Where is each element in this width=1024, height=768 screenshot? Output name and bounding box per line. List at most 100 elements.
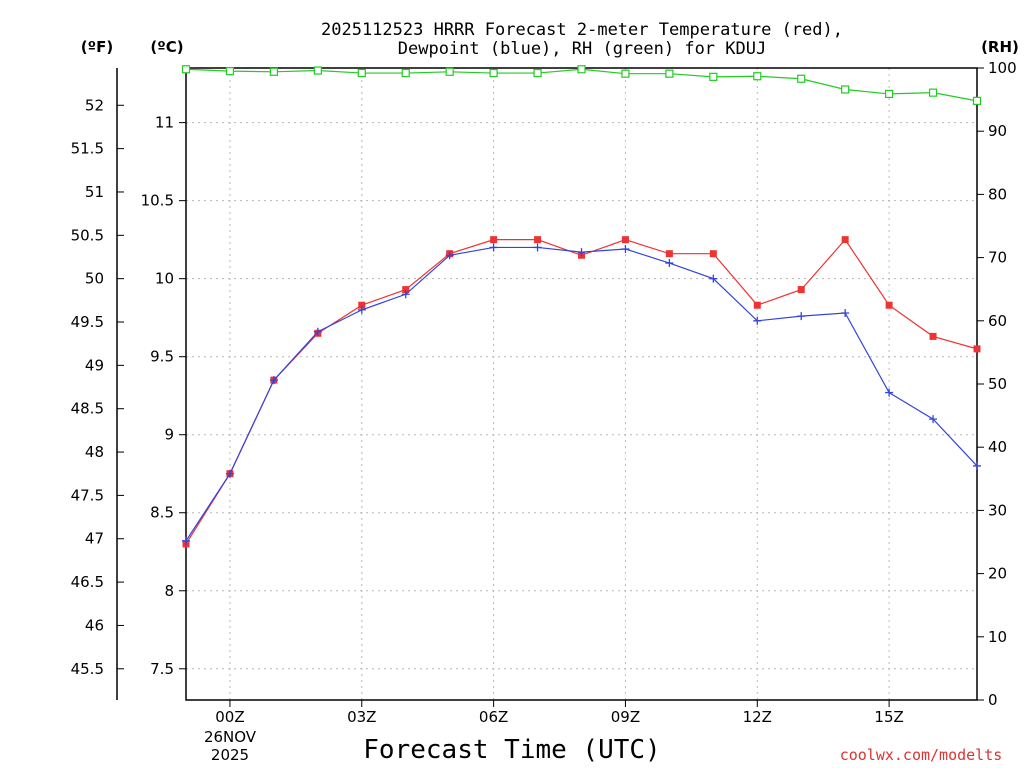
dewpoint-point bbox=[357, 305, 366, 314]
rh-point bbox=[225, 67, 235, 76]
dewpoint-point bbox=[577, 248, 586, 257]
celsius-tick-label: 8 bbox=[164, 582, 174, 600]
axes: 00Z 03Z 06Z 09Z 12Z 15Z 7.5 8 8.5 9 9.5 10 10.5 11 45.… bbox=[71, 59, 1017, 726]
temperature-point bbox=[534, 236, 542, 244]
rh-line bbox=[185, 68, 978, 102]
rh-point bbox=[753, 72, 762, 81]
fahrenheit-tick-label: 50.5 bbox=[71, 226, 104, 244]
celsius-tick-label: 11 bbox=[155, 114, 174, 132]
fahrenheit-tick-label: 48 bbox=[85, 443, 104, 461]
rh-tick-label: 10 bbox=[988, 628, 1007, 646]
rh-point bbox=[709, 72, 718, 81]
dewpoint-point bbox=[665, 259, 674, 268]
x-date-label-year: 2025 bbox=[211, 746, 249, 764]
fahrenheit-tick-label: 49.5 bbox=[71, 313, 104, 331]
dewpoint-point bbox=[621, 245, 630, 254]
temperature-point bbox=[665, 250, 673, 258]
temperature-point bbox=[973, 345, 981, 353]
chart-title-line-1: 2025112523 HRRR Forecast 2-meter Tempera… bbox=[321, 20, 843, 40]
dewpoint-point bbox=[929, 415, 938, 424]
rh-point bbox=[577, 65, 586, 74]
fahrenheit-tick-label: 46.5 bbox=[71, 573, 104, 591]
dewpoint-point bbox=[225, 469, 234, 478]
rh-tick-label: 20 bbox=[988, 565, 1007, 583]
rh-point bbox=[665, 69, 674, 78]
temperature-point bbox=[709, 250, 717, 258]
temperature-point bbox=[402, 286, 410, 294]
x-tick-label: 03Z bbox=[347, 708, 376, 726]
temperature-line bbox=[185, 238, 978, 545]
rh-tick-label: 80 bbox=[988, 185, 1007, 203]
dewpoint-point bbox=[841, 308, 850, 317]
credit-text: coolwx.com/modelts bbox=[840, 746, 1003, 764]
dewpoint-point bbox=[753, 316, 762, 325]
x-date-label-day: 26NOV bbox=[204, 728, 257, 746]
temperature-point bbox=[841, 236, 849, 244]
dewpoint-point bbox=[182, 536, 190, 545]
rh-tick-label: 60 bbox=[988, 312, 1007, 330]
x-tick-label: 12Z bbox=[743, 708, 772, 726]
temperature-point bbox=[797, 286, 805, 294]
rh-tick-label: 30 bbox=[988, 501, 1007, 519]
celsius-tick-label: 9.5 bbox=[150, 348, 174, 366]
x-tick-label: 00Z bbox=[215, 708, 244, 726]
temperature-point bbox=[358, 301, 366, 309]
dewpoint-point bbox=[709, 274, 718, 283]
chart-title-line-2: Dewpoint (blue), RH (green) for KDUJ bbox=[398, 39, 766, 59]
rh-point bbox=[841, 85, 850, 94]
fahrenheit-tick-label: 47 bbox=[85, 530, 104, 548]
unit-label-fahrenheit: (ºF) bbox=[81, 38, 113, 56]
rh-tick-label: 50 bbox=[988, 375, 1007, 393]
rh-point bbox=[928, 88, 938, 97]
fahrenheit-tick-label: 48.5 bbox=[71, 400, 104, 418]
dewpoint-point bbox=[489, 243, 498, 252]
fahrenheit-tick-label: 47.5 bbox=[71, 486, 104, 504]
rh-point bbox=[269, 67, 278, 76]
temperature-point bbox=[929, 332, 937, 340]
dewpoint-point bbox=[313, 327, 322, 336]
celsius-tick-label: 10.5 bbox=[141, 192, 174, 210]
dewpoint-point bbox=[973, 461, 981, 470]
fahrenheit-tick-label: 51 bbox=[85, 183, 104, 201]
dewpoint-point bbox=[269, 376, 278, 385]
rh-tick-label: 0 bbox=[988, 691, 998, 709]
dewpoint-point bbox=[885, 388, 894, 397]
rh-point bbox=[972, 96, 982, 105]
dewpoint-line bbox=[185, 246, 978, 542]
series-layer bbox=[181, 65, 982, 548]
rh-tick-label: 70 bbox=[988, 249, 1007, 267]
rh-point bbox=[445, 67, 454, 76]
x-tick-label: 06Z bbox=[479, 708, 508, 726]
unit-label-celsius: (ºC) bbox=[150, 38, 183, 56]
celsius-tick-label: 7.5 bbox=[150, 660, 174, 678]
rh-tick-label: 90 bbox=[988, 122, 1007, 140]
fahrenheit-tick-label: 51.5 bbox=[71, 140, 104, 158]
celsius-tick-label: 8.5 bbox=[150, 504, 174, 522]
rh-point bbox=[401, 68, 410, 78]
plot-frame bbox=[185, 67, 978, 701]
fahrenheit-tick-label: 52 bbox=[85, 96, 104, 114]
dewpoint-point bbox=[401, 290, 410, 299]
grid-lines bbox=[186, 68, 977, 700]
rh-tick-label: 100 bbox=[988, 59, 1017, 77]
x-tick-label: 15Z bbox=[874, 708, 903, 726]
unit-label-rh: (RH) bbox=[981, 38, 1019, 56]
rh-point bbox=[313, 66, 322, 75]
dewpoint-point bbox=[797, 312, 806, 321]
x-axis-label: Forecast Time (UTC) bbox=[363, 735, 660, 765]
celsius-tick-label: 10 bbox=[155, 270, 174, 288]
x-tick-label: 09Z bbox=[611, 708, 640, 726]
rh-tick-label: 40 bbox=[988, 438, 1007, 456]
dewpoint-point bbox=[533, 243, 542, 252]
temperature-point bbox=[621, 236, 629, 244]
celsius-tick-label: 9 bbox=[164, 426, 174, 444]
temperature-point bbox=[885, 301, 893, 309]
rh-point bbox=[621, 69, 630, 78]
temperature-point bbox=[753, 301, 761, 309]
rh-point bbox=[797, 74, 806, 83]
dewpoint-point bbox=[445, 251, 454, 260]
rh-point bbox=[533, 68, 542, 78]
fahrenheit-tick-label: 49 bbox=[85, 356, 104, 374]
rh-point bbox=[489, 68, 498, 78]
